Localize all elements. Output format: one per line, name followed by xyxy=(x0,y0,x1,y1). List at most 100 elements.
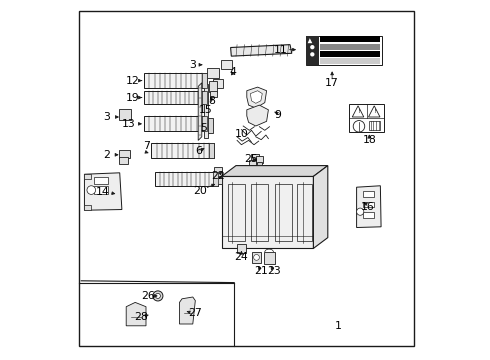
Polygon shape xyxy=(247,105,269,126)
Bar xyxy=(151,143,215,158)
Text: 21: 21 xyxy=(254,266,268,276)
Bar xyxy=(320,58,380,64)
Text: 1: 1 xyxy=(335,321,342,331)
Bar xyxy=(349,104,384,132)
Polygon shape xyxy=(357,186,381,228)
Bar xyxy=(221,176,314,248)
Text: !: ! xyxy=(373,109,375,114)
Bar xyxy=(320,51,380,57)
Polygon shape xyxy=(308,38,312,43)
Bar xyxy=(363,191,374,197)
Bar xyxy=(144,116,207,131)
Circle shape xyxy=(87,186,96,194)
Text: 18: 18 xyxy=(362,135,376,145)
Bar xyxy=(264,252,274,264)
Bar xyxy=(94,186,108,194)
Circle shape xyxy=(310,52,315,57)
Text: 17: 17 xyxy=(324,78,338,88)
Polygon shape xyxy=(231,45,292,56)
Bar xyxy=(204,84,208,138)
Text: 22: 22 xyxy=(211,171,225,181)
Bar xyxy=(306,36,382,65)
Text: 6: 6 xyxy=(195,146,202,156)
Polygon shape xyxy=(314,166,328,248)
Polygon shape xyxy=(352,106,364,117)
Bar xyxy=(215,167,222,176)
Text: 2: 2 xyxy=(103,150,110,160)
Bar xyxy=(119,157,128,164)
Bar xyxy=(84,174,91,179)
Bar xyxy=(215,177,221,184)
Text: 10: 10 xyxy=(234,129,248,139)
Polygon shape xyxy=(179,297,196,324)
Bar xyxy=(363,202,374,207)
Polygon shape xyxy=(250,91,262,103)
Bar xyxy=(202,91,207,104)
Text: 9: 9 xyxy=(274,110,281,120)
Bar xyxy=(363,212,374,218)
Bar xyxy=(248,160,256,166)
Circle shape xyxy=(310,45,315,49)
Bar xyxy=(228,184,245,241)
Polygon shape xyxy=(247,87,267,108)
Bar xyxy=(155,172,218,186)
Text: 11: 11 xyxy=(274,45,288,55)
Polygon shape xyxy=(84,173,122,210)
Text: 3: 3 xyxy=(189,60,196,70)
Text: 4: 4 xyxy=(229,67,236,77)
Polygon shape xyxy=(221,166,328,176)
Circle shape xyxy=(155,293,160,298)
Text: 14: 14 xyxy=(96,186,110,197)
Bar xyxy=(220,60,232,69)
Text: 24: 24 xyxy=(235,252,248,262)
Bar xyxy=(252,252,261,263)
Text: 23: 23 xyxy=(267,266,281,276)
Bar xyxy=(144,91,207,104)
Bar xyxy=(144,73,207,88)
Polygon shape xyxy=(368,106,380,117)
Text: 16: 16 xyxy=(361,202,374,212)
Text: 7: 7 xyxy=(143,141,150,151)
Text: 25: 25 xyxy=(245,154,258,164)
Polygon shape xyxy=(126,302,146,326)
Text: 5: 5 xyxy=(200,123,207,133)
Circle shape xyxy=(153,291,163,301)
Text: 3: 3 xyxy=(103,112,110,122)
Circle shape xyxy=(353,121,365,132)
Bar xyxy=(209,143,215,158)
Bar xyxy=(210,91,217,97)
Bar xyxy=(256,156,263,163)
Bar xyxy=(257,162,262,165)
Bar xyxy=(251,154,259,160)
Text: 20: 20 xyxy=(193,186,207,196)
Circle shape xyxy=(357,208,364,215)
Bar xyxy=(297,184,312,241)
Bar xyxy=(209,81,217,92)
Bar xyxy=(213,79,223,88)
Text: 28: 28 xyxy=(134,312,147,322)
Text: 13: 13 xyxy=(122,119,136,129)
Text: 19: 19 xyxy=(126,93,140,103)
Text: !: ! xyxy=(357,109,359,114)
Text: 15: 15 xyxy=(198,105,212,115)
Bar xyxy=(369,121,380,130)
Bar xyxy=(251,184,269,241)
Bar xyxy=(202,73,207,88)
Text: 12: 12 xyxy=(126,76,140,86)
Bar xyxy=(94,177,108,184)
Bar xyxy=(119,109,130,120)
Bar xyxy=(306,36,319,65)
Bar xyxy=(237,244,246,253)
Bar xyxy=(207,68,219,78)
Bar xyxy=(119,150,130,158)
Bar xyxy=(320,44,380,50)
Text: 8: 8 xyxy=(208,96,215,106)
Bar xyxy=(320,36,380,42)
Text: 27: 27 xyxy=(188,308,201,318)
Bar xyxy=(213,172,218,186)
Circle shape xyxy=(254,255,259,260)
Polygon shape xyxy=(198,83,202,140)
Bar xyxy=(275,184,292,241)
Bar xyxy=(202,116,207,131)
Text: 26: 26 xyxy=(141,291,155,301)
